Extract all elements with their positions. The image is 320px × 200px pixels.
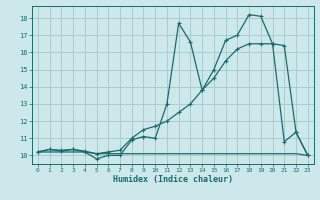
X-axis label: Humidex (Indice chaleur): Humidex (Indice chaleur): [113, 175, 233, 184]
